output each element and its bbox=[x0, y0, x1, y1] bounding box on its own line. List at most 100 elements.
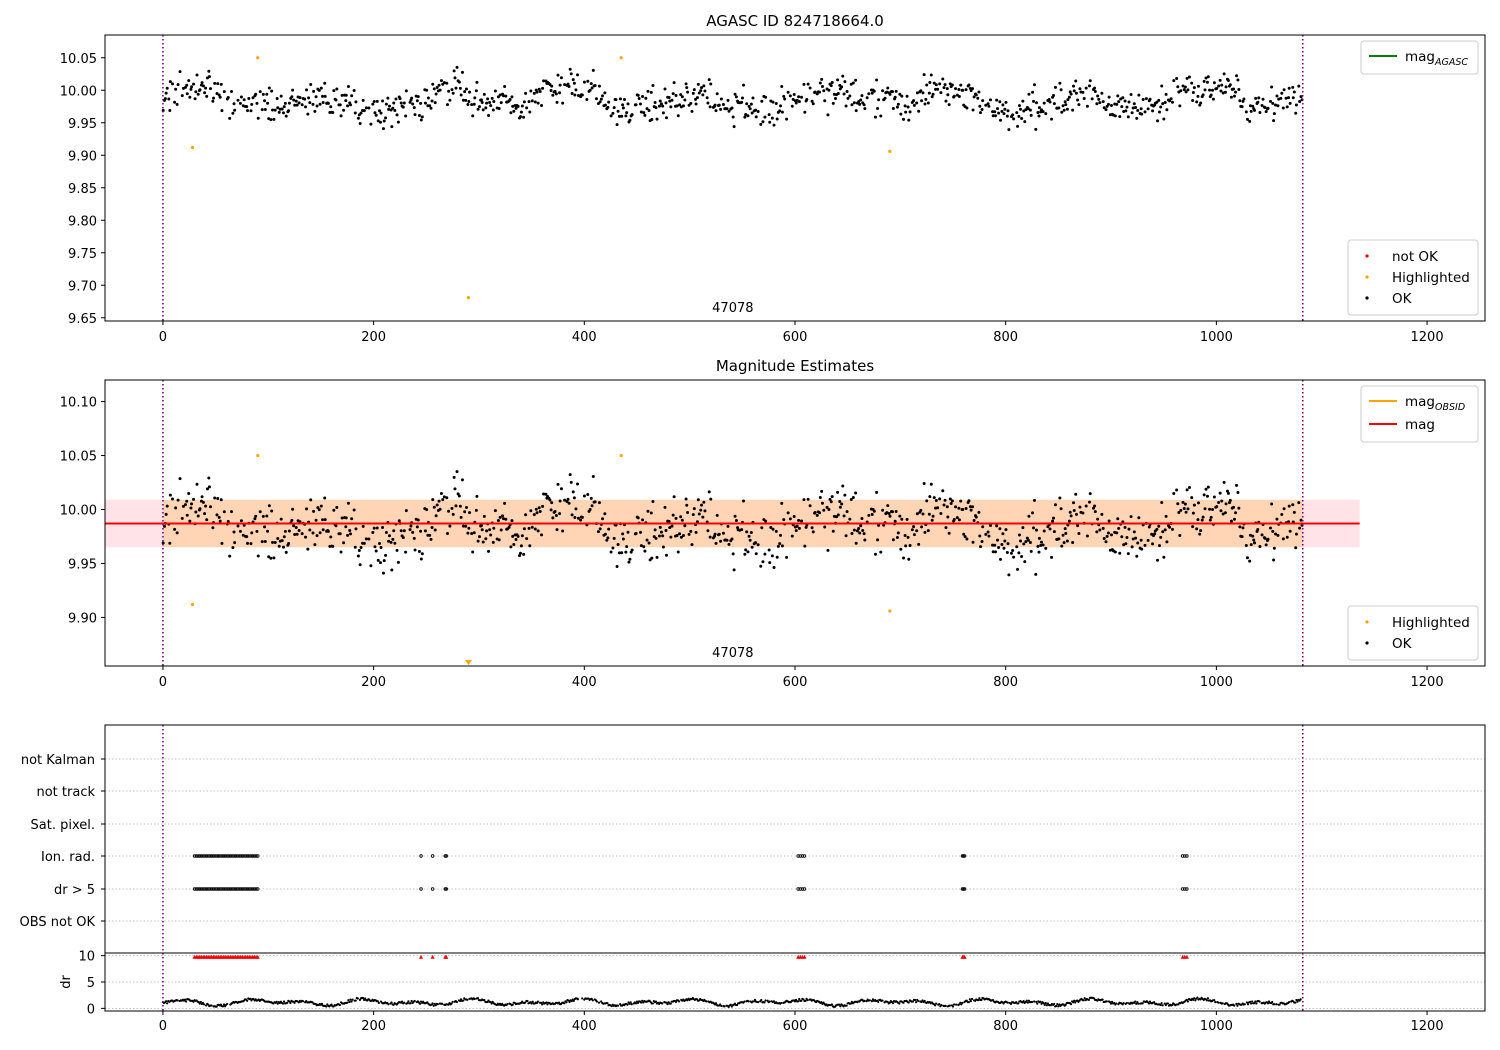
ok-point bbox=[1125, 105, 1129, 109]
ok-point bbox=[993, 543, 997, 547]
ok-point bbox=[1263, 106, 1267, 110]
ok-point bbox=[1134, 105, 1138, 109]
dr-point bbox=[661, 1002, 664, 1005]
ok-point bbox=[230, 510, 234, 514]
ok-point bbox=[1215, 505, 1219, 509]
ok-point bbox=[620, 114, 624, 118]
ok-point bbox=[1257, 96, 1261, 100]
ok-point bbox=[1203, 507, 1207, 511]
ok-point bbox=[794, 529, 798, 533]
ok-point bbox=[180, 516, 184, 520]
ok-point bbox=[1003, 539, 1007, 543]
ok-point bbox=[675, 104, 679, 108]
ok-point bbox=[708, 535, 712, 539]
ok-point bbox=[203, 512, 207, 516]
ok-point bbox=[661, 534, 665, 538]
ok-point bbox=[218, 95, 222, 99]
ok-point bbox=[174, 506, 178, 510]
ok-point bbox=[501, 94, 505, 98]
ok-point bbox=[1017, 533, 1021, 537]
ok-point bbox=[463, 510, 467, 514]
ok-point bbox=[423, 529, 427, 533]
ok-point bbox=[527, 526, 531, 530]
ok-point bbox=[442, 81, 446, 85]
dr-gt-5-flag bbox=[419, 887, 423, 891]
ok-point bbox=[217, 515, 221, 519]
ok-point bbox=[957, 95, 961, 99]
ok-point bbox=[621, 537, 625, 541]
ok-point bbox=[1032, 498, 1036, 502]
ok-point bbox=[763, 115, 767, 119]
ok-point bbox=[1199, 101, 1203, 105]
ok-point bbox=[659, 530, 663, 534]
ok-point bbox=[925, 499, 929, 503]
ok-point bbox=[612, 536, 616, 540]
ok-point bbox=[1238, 99, 1242, 103]
ok-point bbox=[829, 500, 833, 504]
ok-point bbox=[1184, 510, 1188, 514]
ok-point bbox=[921, 91, 925, 95]
ok-point bbox=[450, 88, 454, 92]
dr-point bbox=[913, 998, 917, 1002]
ok-point bbox=[255, 101, 259, 105]
ok-point bbox=[1058, 496, 1062, 500]
dr-point bbox=[743, 1000, 746, 1003]
ok-point bbox=[591, 475, 595, 479]
ok-point bbox=[321, 100, 325, 104]
ok-point bbox=[338, 103, 342, 107]
ok-point bbox=[895, 105, 899, 109]
ok-point bbox=[485, 101, 489, 105]
ok-point bbox=[959, 499, 963, 503]
ok-point bbox=[527, 100, 531, 104]
ok-point bbox=[386, 96, 390, 100]
ok-point bbox=[261, 514, 265, 518]
ok-point bbox=[270, 89, 274, 93]
ok-point bbox=[705, 96, 709, 100]
ok-point bbox=[875, 78, 879, 82]
ok-point bbox=[393, 109, 397, 113]
ok-point bbox=[1072, 89, 1076, 93]
ok-point bbox=[549, 508, 553, 512]
ok-point bbox=[1100, 91, 1104, 95]
dr-gt-5-flag bbox=[192, 887, 197, 891]
ok-point bbox=[335, 505, 339, 509]
ok-point bbox=[522, 552, 526, 556]
ok-point bbox=[1206, 485, 1210, 489]
ok-point bbox=[870, 91, 874, 95]
ok-point bbox=[836, 513, 840, 517]
ok-point bbox=[836, 78, 840, 82]
ok-point bbox=[1220, 499, 1224, 503]
ok-point bbox=[1098, 101, 1102, 105]
ok-point bbox=[339, 114, 343, 118]
dr-point bbox=[634, 1002, 638, 1005]
ion-rad-flag bbox=[213, 854, 217, 858]
ok-point bbox=[282, 535, 286, 539]
dr-point bbox=[1166, 1002, 1170, 1005]
ok-point bbox=[674, 94, 678, 98]
ok-point bbox=[408, 528, 412, 532]
ok-point bbox=[859, 524, 863, 528]
dr-point bbox=[531, 1000, 534, 1003]
ok-point bbox=[326, 529, 330, 533]
ok-point bbox=[1292, 510, 1296, 514]
ok-point bbox=[1232, 94, 1236, 98]
dr-point bbox=[955, 1003, 958, 1006]
ok-point bbox=[686, 511, 690, 515]
dr-gt-5-flag bbox=[230, 887, 234, 891]
dr-point bbox=[958, 1003, 961, 1006]
ok-point bbox=[1191, 525, 1195, 529]
ok-point bbox=[250, 102, 254, 106]
ok-point bbox=[683, 524, 687, 528]
ok-point bbox=[997, 111, 1001, 115]
x-tick-label: 600 bbox=[783, 330, 808, 345]
ok-point bbox=[883, 96, 887, 100]
ok-point bbox=[1280, 91, 1284, 95]
ok-point bbox=[1249, 543, 1253, 547]
ok-point bbox=[295, 532, 299, 536]
ok-point bbox=[891, 106, 895, 110]
ok-point bbox=[774, 529, 778, 533]
ok-point bbox=[1221, 512, 1225, 516]
ok-point bbox=[1225, 489, 1229, 493]
ok-point bbox=[754, 108, 758, 112]
ok-point bbox=[1281, 537, 1285, 541]
